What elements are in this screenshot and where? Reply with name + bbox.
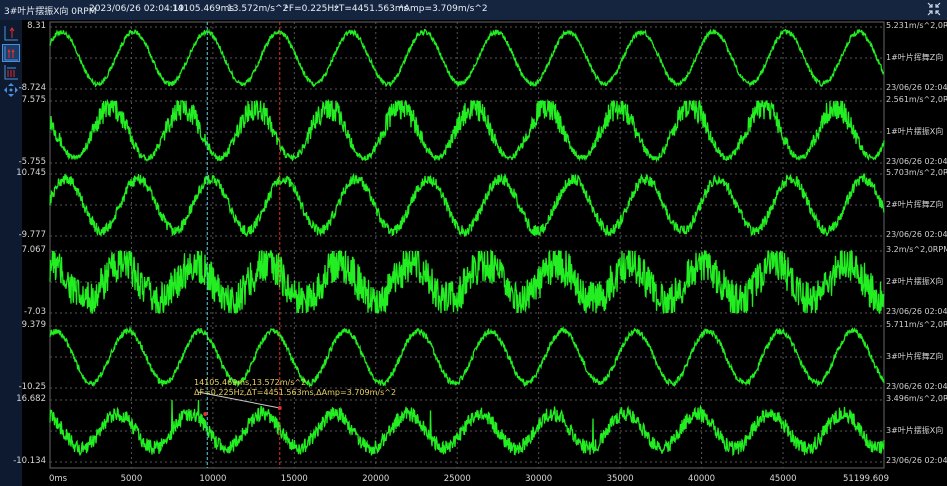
x-tick-label: 25000 [443, 474, 471, 484]
y-min-label: -7.03 [24, 307, 46, 317]
channel-time-label: 23/06/26 02:04:19 [886, 456, 947, 465]
waveform-trace-1 [49, 28, 885, 88]
channel-name-label: 2#叶片挥舞Z向 [886, 200, 944, 209]
plot-frame [49, 21, 885, 469]
cursor-annotation-line1: 14105.469ms,13.572m/s^2 [194, 378, 307, 387]
y-max-label: 16.682 [16, 394, 46, 404]
channel-name-label: 3#叶片挥舞Z向 [886, 352, 944, 361]
dual-axis-icon[interactable] [2, 44, 20, 62]
x-tick-label: 5000 [120, 474, 143, 484]
channel-time-label: 23/06/26 02:04:19 [886, 382, 947, 391]
x-tick-label: 51199.609 [843, 474, 889, 484]
multi-axis-icon[interactable] [3, 64, 19, 80]
channel-time-label: 23/06/26 02:04:19 [886, 307, 947, 316]
cursor-annotation-line2: ΔF=0.225Hz,ΔT=4451.563ms,ΔAmp=3.709m/s^2 [194, 388, 397, 397]
cursor-b-point [277, 406, 282, 410]
waveform-trace-5 [49, 325, 885, 389]
channel-name-label: 2#叶片摆振X向 [886, 277, 944, 286]
waveform-trace-3 [49, 172, 885, 237]
x-tick-label: 15000 [280, 474, 308, 484]
y-max-label: 7.067 [21, 245, 46, 255]
status-bar: 3#叶片摆振X向 0RPM 2023/06/26 02:04:19 14105.… [0, 0, 947, 20]
channel-name-label: 1#叶片摆振X向 [886, 127, 944, 136]
cursor-time: 14105.469ms [172, 4, 235, 14]
y-min-label: -10.134 [13, 456, 46, 466]
y-max-label: 8.31 [27, 21, 46, 31]
channel-scale-label: 5.703m/s^2,0RPM [886, 168, 947, 177]
channel-scale-label: 3.2m/s^2,0RPM [886, 245, 947, 254]
waveform-trace-2 [49, 98, 885, 163]
waveform-trace-4 [49, 249, 885, 315]
x-tick-label: 20000 [362, 474, 390, 484]
x-tick-label: 45000 [769, 474, 797, 484]
y-min-label: -9.777 [18, 230, 46, 240]
delta-amp: ᐞAmp=3.709m/s^2 [399, 4, 488, 14]
x-tick-label: 35000 [606, 474, 634, 484]
channel-time-label: 23/06/26 02:04:19 [886, 230, 947, 239]
y-min-label: -10.25 [18, 382, 46, 392]
collapse-arrows-icon[interactable] [927, 2, 941, 16]
cursor-value: 13.572m/s^2 [227, 4, 289, 14]
cursor-a-point [203, 412, 208, 416]
x-tick-label: 40000 [688, 474, 716, 484]
y-min-label: -5.755 [18, 157, 46, 167]
channel-time-label: 23/06/26 02:04:19 [886, 83, 947, 92]
waveform-plot[interactable] [0, 20, 947, 486]
waveform-trace-6 [49, 399, 885, 457]
x-tick-label: 10000 [199, 474, 227, 484]
channel-scale-label: 2.561m/s^2,0RPM [886, 95, 947, 104]
y-max-label: 9.379 [21, 320, 46, 330]
channel-name-label: 1#叶片挥舞Z向 [886, 53, 944, 62]
channel-name: 3#叶片摆振X向 0RPM [4, 7, 97, 17]
single-axis-icon[interactable] [3, 25, 19, 41]
move-icon[interactable] [3, 82, 19, 98]
y-max-label: 10.745 [16, 168, 46, 178]
tool-sidebar [0, 20, 22, 486]
channel-name-label: 3#叶片摆振X向 [886, 426, 944, 435]
y-max-label: 7.575 [21, 95, 46, 105]
datetime: 2023/06/26 02:04:19 [89, 4, 185, 14]
x-tick-label: 30000 [525, 474, 553, 484]
channel-scale-label: 5.231m/s^2,0RPM [886, 21, 947, 30]
channel-scale-label: 3.496m/s^2,0RPM [886, 394, 947, 403]
y-min-label: -8.724 [18, 83, 46, 93]
channel-scale-label: 5.711m/s^2,0RPM [886, 320, 947, 329]
delta-t: ᐞT=4451.563ms [334, 4, 409, 14]
channel-time-label: 23/06/26 02:04:19 [886, 157, 947, 166]
cursor-connector [197, 391, 280, 409]
delta-f: ᐞF=0.225Hz [284, 4, 339, 14]
x-tick-label: 0ms [48, 474, 68, 484]
